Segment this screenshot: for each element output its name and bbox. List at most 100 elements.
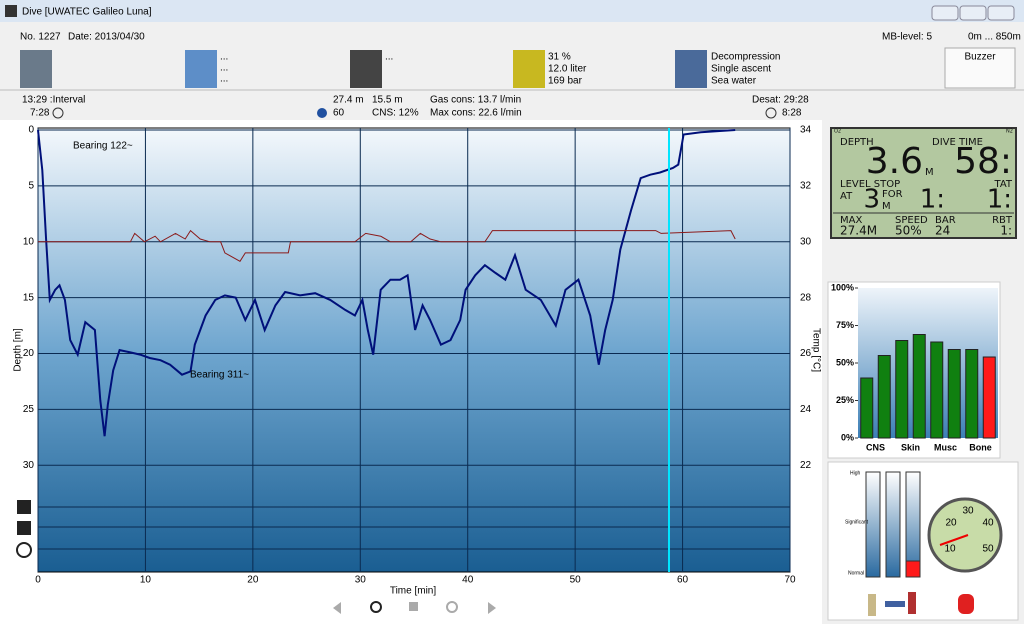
y-tick-label: 100%: [831, 282, 854, 292]
y2-tick-label: 28: [800, 292, 812, 303]
x-tick-label: Bone: [969, 442, 992, 452]
weather-icon[interactable]: [185, 50, 217, 88]
series-line: [37, 129, 736, 437]
y-tick-label: 5: [28, 181, 34, 192]
dial-label: 20: [945, 518, 957, 529]
lcd-max: 27.4M: [840, 224, 877, 238]
tank-icon[interactable]: [513, 50, 545, 88]
y2-tick-label: 24: [800, 404, 812, 415]
gauge-tube: [865, 471, 881, 578]
minimize-button[interactable]: [931, 5, 959, 21]
dive-type-icon[interactable]: [675, 50, 707, 88]
mb-level: MB-level: 5: [882, 32, 932, 43]
lcd-tat: 1:: [987, 185, 1012, 215]
dive-date: Date: 2013/04/30: [68, 32, 145, 43]
lcd-stop-depth: 3: [863, 185, 880, 215]
desat: Desat: 29:28: [752, 95, 809, 106]
dive-number: No. 1227: [20, 32, 61, 43]
x-tick-label: 20: [247, 575, 259, 586]
window-title: Dive [UWATEC Galileo Luna]: [22, 7, 152, 18]
dive-info-line: Single ascent: [711, 64, 771, 75]
weather-line: ...: [220, 63, 228, 74]
y2-tick-label: 34: [800, 125, 812, 136]
stop-button[interactable]: [409, 602, 418, 611]
lcd-unit: M: [882, 201, 891, 212]
y-tick-label: 0: [28, 125, 34, 136]
dive-info-line: Sea water: [711, 76, 757, 87]
x-tick-label: Musc: [934, 442, 957, 452]
weather-line: ...: [220, 52, 228, 63]
clock-icon: [16, 542, 32, 558]
cns: CNS: 12%: [372, 108, 419, 119]
lcd-screen: [830, 127, 1017, 239]
fin-icon: [868, 594, 876, 616]
y2-tick-label: 26: [800, 348, 812, 359]
y-axis-label: Depth [m]: [13, 328, 24, 372]
zoom-out-button[interactable]: [446, 601, 458, 613]
lung-icon: [17, 500, 31, 514]
max-cons: Max cons: 22.6 l/min: [430, 108, 522, 119]
lcd-stop-time: 1:: [920, 185, 945, 215]
lcd-label: RBT: [992, 215, 1013, 226]
profile-chart: 0 10 20 30 40 50 60 70 0 5 10 15 20 25 30 22 24 26 28 30 32 3…: [23, 125, 812, 586]
gauge-tube: [885, 471, 901, 578]
annotation: Bearing 311~: [190, 370, 249, 381]
gauge-level: Normal: [848, 570, 864, 576]
tissue-chart: 0% 25% 50% 75% 100% CNS Skin Musc Bone: [831, 282, 996, 452]
ascent-icon: [17, 521, 31, 535]
buzzer-box[interactable]: [944, 47, 1016, 89]
bar: [895, 340, 909, 439]
y-tick-label: 0%: [841, 432, 854, 442]
y-tick-label: 20: [23, 348, 35, 359]
buzzer-label: Buzzer: [964, 52, 996, 63]
lcd-n2: N2: [1006, 129, 1013, 135]
annotation: Bearing 122~: [73, 141, 133, 152]
x-tick-label: 10: [140, 575, 152, 586]
surface-time: 7:28: [30, 108, 50, 119]
lcd-bar: 24: [935, 224, 950, 238]
lcd-depth: 3.6: [866, 141, 923, 182]
avg-depth: 15.5 m: [372, 95, 403, 106]
prev-button[interactable]: [333, 602, 341, 614]
cns-time: 60: [333, 108, 345, 119]
lcd-rbt: 1:: [1000, 224, 1012, 238]
buddy-icon[interactable]: [20, 50, 52, 88]
lcd-label: TAT: [993, 179, 1012, 190]
computer-display: O2 N2 DEPTH DIVE TIME 3.6 M 58: LEVEL ST…: [830, 127, 1017, 239]
bar: [965, 349, 979, 439]
lcd-label: AT: [840, 191, 853, 202]
max-depth: 27.4 m: [333, 95, 364, 106]
gauge-fill: [905, 560, 921, 578]
y-tick-label: 15: [23, 292, 35, 303]
header: [0, 22, 1024, 90]
lcd-label: MAX: [840, 215, 862, 226]
app-icon: [5, 5, 17, 17]
bar: [912, 334, 926, 439]
maximize-button[interactable]: [959, 5, 987, 21]
interval: 13:29 :Interval: [22, 95, 85, 106]
y-tick-label: 25: [23, 404, 35, 415]
x-tick-label: Skin: [901, 442, 920, 452]
tank-small-icon: [885, 601, 905, 607]
close-button[interactable]: [987, 5, 1015, 21]
zoom-in-button[interactable]: [370, 601, 382, 613]
dial-label: 50: [982, 544, 994, 555]
gauge-level: Significant: [845, 519, 869, 525]
y2-tick-label: 32: [800, 181, 812, 192]
cns-icon: [317, 108, 327, 118]
equipment-text: ...: [385, 52, 393, 63]
dial-label: 10: [944, 544, 956, 555]
series-line: [38, 229, 736, 262]
dial: [927, 497, 1003, 573]
x-tick-label: 0: [35, 575, 41, 586]
lcd-speed: 50%: [895, 224, 922, 238]
next-button[interactable]: [488, 602, 496, 614]
gauge-level: High: [850, 470, 861, 476]
x-tick-label: 70: [784, 575, 796, 586]
y-tick-label: 75%: [836, 320, 854, 330]
dial-label: 30: [962, 506, 974, 517]
equipment-icon[interactable]: [350, 50, 382, 88]
clock-icon: [52, 107, 64, 119]
y-tick-label: 50%: [836, 357, 854, 367]
